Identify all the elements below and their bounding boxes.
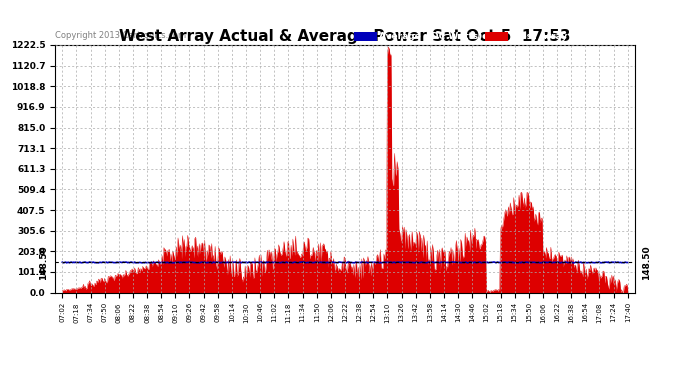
Legend: Average  (DC Watts), West Array  (DC Watts): Average (DC Watts), West Array (DC Watts… (353, 30, 630, 43)
Text: Copyright 2013 Cartronics.com: Copyright 2013 Cartronics.com (55, 31, 186, 40)
Title: West Array Actual & Average Power Sat Oct 5  17:53: West Array Actual & Average Power Sat Oc… (119, 29, 571, 44)
Text: 148.50: 148.50 (642, 245, 651, 280)
Text: 148.50: 148.50 (39, 245, 48, 280)
